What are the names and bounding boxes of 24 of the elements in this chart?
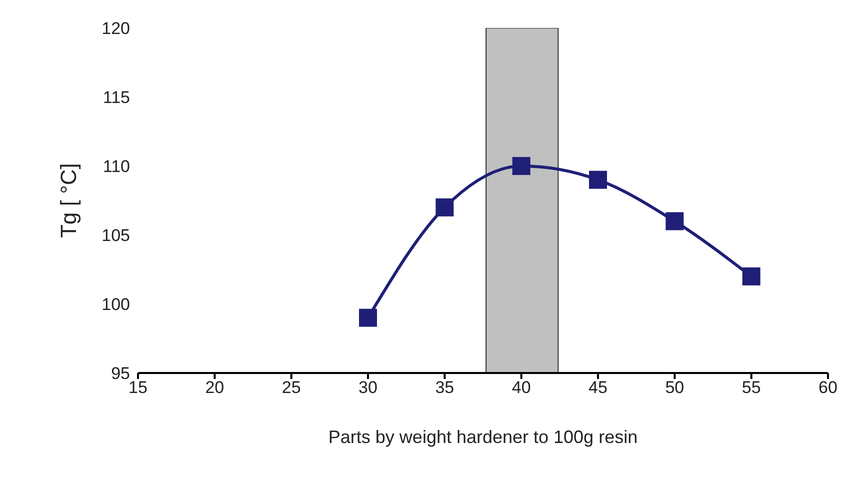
y-tick-label: 100 bbox=[102, 295, 130, 314]
x-tick-label: 20 bbox=[205, 378, 224, 398]
point bbox=[359, 308, 377, 327]
point bbox=[589, 170, 607, 189]
x-tick-label: 15 bbox=[128, 378, 148, 398]
x-axis-title: Parts by weight hardener to 100g resin bbox=[328, 427, 638, 447]
x-tick-label: 55 bbox=[742, 378, 761, 398]
point bbox=[436, 198, 454, 216]
x-tick-label: 25 bbox=[282, 378, 301, 398]
y-tick-label: 120 bbox=[102, 19, 130, 38]
x-tick-label: 35 bbox=[435, 378, 454, 398]
point bbox=[666, 212, 684, 230]
point bbox=[512, 157, 530, 175]
x-tick-label: 50 bbox=[665, 378, 684, 398]
y-tick-label: 115 bbox=[102, 88, 130, 108]
y-tick-label: 95 bbox=[111, 364, 130, 384]
x-tick-label: 30 bbox=[358, 378, 378, 398]
point bbox=[742, 267, 760, 286]
x-tick-label: 60 bbox=[818, 378, 838, 398]
y-axis-title: Tg [ °C] bbox=[56, 163, 81, 238]
x-tick-label: 45 bbox=[588, 378, 608, 398]
x-tick-label: 40 bbox=[512, 378, 531, 398]
y-tick-label: 105 bbox=[102, 226, 130, 246]
y-tick-label: 110 bbox=[102, 157, 130, 176]
